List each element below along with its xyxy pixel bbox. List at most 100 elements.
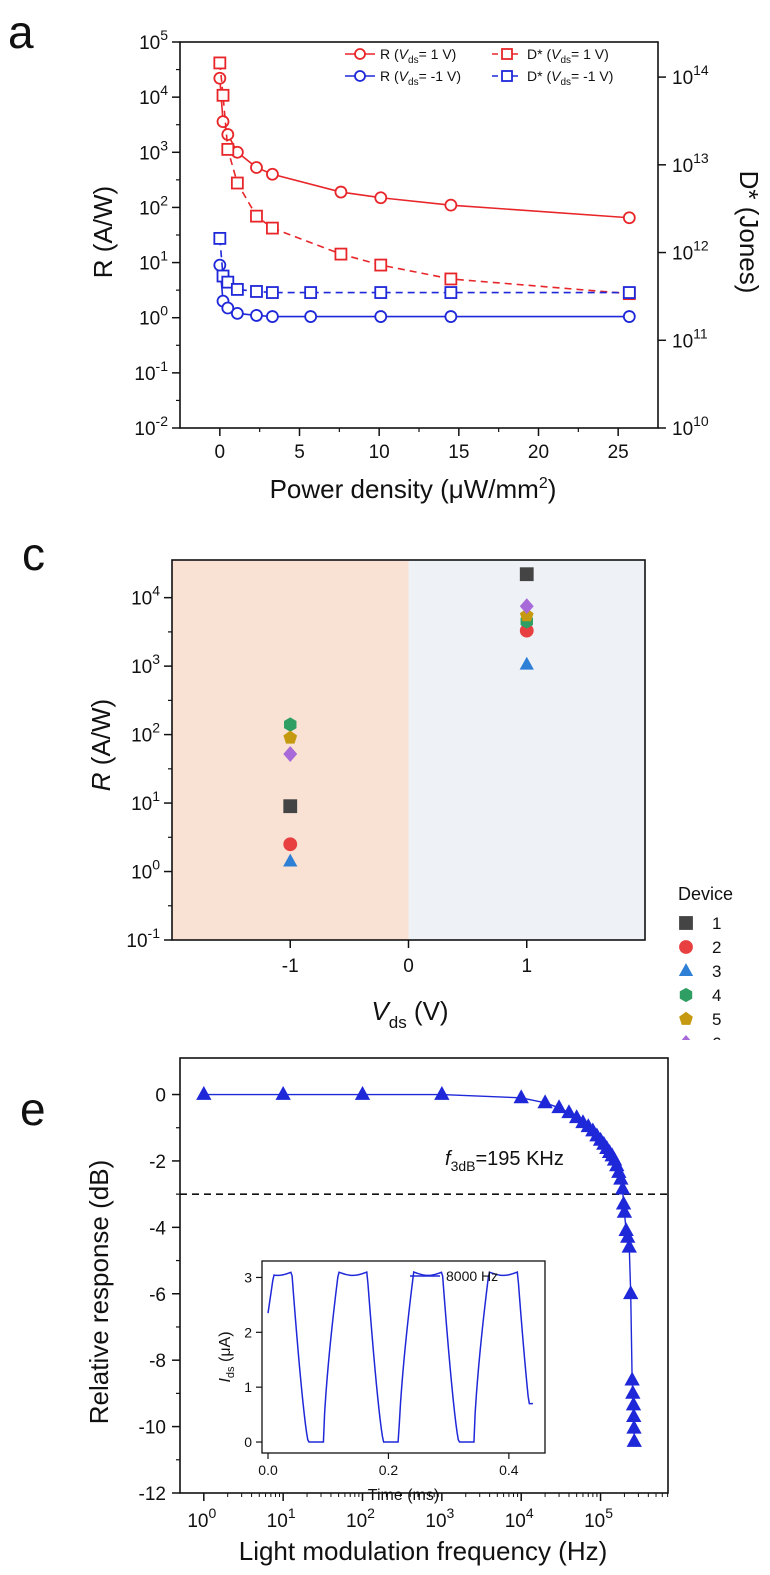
legend-label-a: D* (Vds= 1 V) (527, 46, 609, 66)
legend-marker-c (679, 987, 693, 1003)
data-point-a (213, 258, 227, 272)
data-point-e (561, 1104, 577, 1119)
data-point-a (221, 142, 235, 156)
y-tick-label-c: 103 (131, 651, 160, 678)
data-point-a (374, 310, 388, 323)
x-tick-label-c: -1 (282, 956, 299, 977)
data-point-c (519, 567, 534, 582)
data-point-a (216, 115, 230, 129)
legend-label-c: 5 (712, 1010, 721, 1029)
data-point-a (304, 286, 318, 299)
x-tick-label-c: 0 (403, 956, 414, 977)
x-tick-label-a: 25 (608, 442, 629, 463)
legend-marker-a (354, 70, 366, 82)
legend-a: R (Vds= 1 V) D* (Vds= 1 V) R (Vds= -1 V) D*… (345, 46, 613, 88)
data-point-a (622, 286, 636, 299)
legend-label-c: 6 (712, 1034, 721, 1040)
y-tick-label-c: 100 (131, 857, 160, 884)
y-tick-label-a: 102 (139, 192, 168, 219)
chart-a: a 0 5 10 15 20 25 10-2 10-1 100 101 102 103 104 105 10… (8, 6, 764, 504)
legend-marker-a (354, 48, 366, 60)
inset-y-tick-label: 1 (244, 1379, 252, 1395)
data-point-a (374, 258, 388, 272)
data-point-c (519, 608, 534, 622)
data-point-a (444, 198, 458, 212)
y2-tick-label-a: 1012 (672, 238, 709, 265)
inset-waveform (267, 1270, 533, 1443)
data-point-a (230, 306, 244, 320)
legend-label-c: 4 (712, 986, 721, 1005)
y-tick-label-e: -2 (149, 1152, 166, 1173)
y-tick-label-a: 10-1 (134, 358, 168, 385)
data-point-a (221, 301, 235, 315)
y-tick-label-c: 102 (131, 720, 160, 747)
data-point-a (266, 167, 279, 181)
data-point-c (283, 799, 298, 814)
data-point-a (213, 71, 227, 85)
data-point-a (444, 310, 458, 323)
plot-frame-a (179, 41, 659, 429)
data-point-a (444, 286, 458, 299)
x-axis-title-e: Light modulation frequency (Hz) (239, 1536, 608, 1566)
y-tick-label-c: 10-1 (126, 925, 160, 952)
y-tick-label-a: 100 (139, 303, 168, 330)
legend-marker-c (678, 963, 694, 976)
inset-frame (261, 1260, 546, 1454)
y-tick-label-a: 104 (139, 82, 168, 109)
inset-x-axis-title: Time (ms) (368, 1487, 439, 1504)
x-tick-label-a: 5 (294, 442, 305, 463)
x-tick-label-a: 10 (369, 442, 390, 463)
panel-label-c: c (22, 528, 45, 580)
inset-e: 0.0 0.2 0.4 0 1 2 3 Time (ms) Ids (μA) 8000 Hz (217, 1260, 546, 1504)
x-tick-label-c: 1 (521, 956, 532, 977)
x-tick-label-a: 15 (448, 442, 469, 463)
x-tick-label-a: 20 (528, 442, 549, 463)
data-point-c (519, 656, 534, 670)
data-point-c (283, 837, 298, 852)
inset-y-tick-label: 2 (244, 1324, 252, 1340)
data-point-a (216, 88, 230, 102)
legend-marker-a (501, 70, 513, 82)
data-point-a (221, 128, 235, 141)
data-point-a (444, 272, 458, 286)
legend-label-a: D* (Vds= -1 V) (527, 68, 613, 88)
legend-marker-c (679, 1011, 693, 1025)
y2-tick-label-a: 1011 (672, 325, 708, 352)
data-point-e (513, 1089, 529, 1104)
data-point-e (614, 1180, 631, 1195)
data-point-e (434, 1086, 450, 1100)
data-point-a (230, 176, 244, 190)
legend-label-c: 3 (712, 962, 721, 981)
series-line-a (219, 238, 630, 294)
x-tick-label-a: 0 (215, 442, 226, 463)
y-tick-label-e: -6 (149, 1285, 166, 1306)
data-point-a (266, 310, 279, 323)
legend-label-a: R (Vds= -1 V) (380, 68, 461, 88)
data-point-a (266, 221, 279, 235)
legend-title-c: Device (678, 884, 733, 904)
x-tick-label-e: 103 (425, 1505, 454, 1532)
data-point-a (622, 310, 636, 323)
data-point-c (519, 598, 534, 615)
plot-a: 0 5 10 15 20 25 10-2 10-1 100 101 102 103 104 105 1010… (134, 27, 709, 463)
data-point-c (283, 730, 298, 744)
data-point-c (283, 853, 298, 867)
data-point-e (626, 1433, 642, 1447)
chart-c: c -1 0 1 10-1 100 101 102 103 104 Vds (V) R (A/W… (22, 528, 733, 1040)
data-point-e (537, 1094, 553, 1109)
legend-label-c: 1 (712, 914, 721, 933)
data-point-a (334, 247, 348, 261)
legend-marker-c (681, 1035, 691, 1040)
legend-label-c: 2 (712, 938, 721, 957)
legend-marker-c (679, 940, 693, 954)
y-axis-title-a: R (A/W) (88, 186, 118, 278)
x-tick-label-e: 104 (505, 1505, 534, 1532)
y-tick-label-a: 103 (139, 137, 168, 164)
x-tick-label-e: 102 (346, 1505, 375, 1532)
y-tick-label-e: -8 (149, 1351, 166, 1372)
data-point-e (625, 1396, 642, 1411)
legend-c: 1 2 3 4 5 6 (678, 914, 721, 1040)
y-tick-label-e: 0 (155, 1086, 166, 1107)
